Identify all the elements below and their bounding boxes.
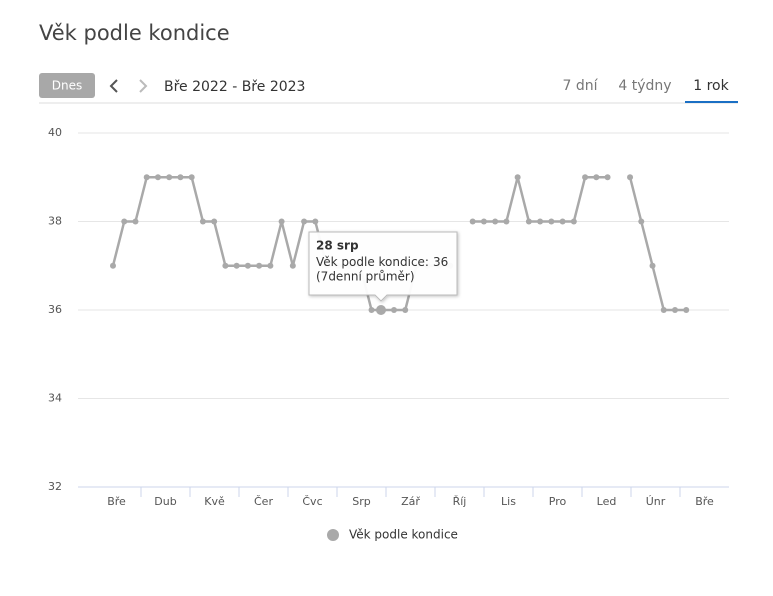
y-tick-label: 34 xyxy=(48,392,62,405)
data-point xyxy=(537,218,544,225)
next-arrow[interactable] xyxy=(139,79,148,93)
x-tick-label: Srp xyxy=(352,495,371,508)
x-tick-label: Říj xyxy=(453,495,467,508)
tab-underline xyxy=(685,101,738,103)
data-point xyxy=(559,218,566,225)
data-point xyxy=(211,218,218,225)
tooltip-box xyxy=(308,231,458,302)
tooltip-line: Věk podle kondice: 36 xyxy=(316,255,448,269)
date-range: Bře 2022 - Bře 2023 xyxy=(164,79,305,95)
x-tick-label: Čer xyxy=(254,495,273,508)
data-point xyxy=(233,262,240,269)
range-tab[interactable]: 4 týdny xyxy=(618,78,671,94)
y-tick-label: 40 xyxy=(48,126,62,139)
data-point xyxy=(301,218,308,225)
y-tick-label: 36 xyxy=(48,303,62,316)
data-point xyxy=(188,174,195,181)
data-point xyxy=(312,218,319,225)
x-tick-label: Dub xyxy=(154,495,176,508)
data-point xyxy=(267,262,274,269)
data-point xyxy=(244,262,251,269)
data-point xyxy=(660,307,667,313)
data-point xyxy=(480,218,487,225)
legend-label[interactable]: Věk podle kondice xyxy=(349,528,458,542)
series-line xyxy=(472,176,608,223)
page-title: Věk podle kondice xyxy=(39,21,230,45)
data-point xyxy=(177,174,184,181)
highlight-point xyxy=(376,305,386,315)
data-point xyxy=(582,174,589,181)
legend-marker xyxy=(327,529,339,541)
data-point xyxy=(110,262,116,269)
x-tick-label: Únr xyxy=(646,495,666,508)
range-tab[interactable]: 7 dní xyxy=(562,78,598,94)
data-point xyxy=(672,307,678,313)
data-point xyxy=(368,307,375,313)
data-point xyxy=(143,174,150,181)
data-point xyxy=(256,262,263,269)
data-point xyxy=(525,218,532,225)
today-label: Dnes xyxy=(52,79,82,93)
x-tick-label: Zář xyxy=(401,495,420,508)
data-point xyxy=(402,307,409,313)
today-button[interactable] xyxy=(39,73,95,98)
data-point xyxy=(570,218,577,225)
data-point xyxy=(627,174,634,181)
y-tick-label: 38 xyxy=(48,215,62,228)
x-tick-label: Lis xyxy=(501,495,516,508)
data-point xyxy=(121,218,128,225)
x-tick-label: Čvc xyxy=(302,495,322,508)
data-point xyxy=(132,218,139,225)
prev-arrow[interactable] xyxy=(109,79,118,93)
data-point xyxy=(683,307,690,313)
data-point xyxy=(604,174,611,181)
data-point xyxy=(548,218,555,225)
data-point xyxy=(492,218,499,225)
data-point xyxy=(391,307,397,313)
data-point xyxy=(289,262,296,269)
data-point xyxy=(154,174,161,181)
x-tick-label: Bře xyxy=(695,495,714,508)
tooltip-value: 36 xyxy=(433,255,448,269)
range-tab[interactable]: 1 rok xyxy=(693,78,729,94)
data-point xyxy=(469,218,476,225)
series-line xyxy=(628,176,687,312)
tooltip-note: (7denní průměr) xyxy=(316,270,415,284)
x-tick-label: Led xyxy=(597,495,617,508)
x-tick-label: Pro xyxy=(549,495,567,508)
data-point xyxy=(199,218,206,225)
x-tick-label: Kvě xyxy=(204,495,225,508)
x-tick-label: Bře xyxy=(107,495,126,508)
data-point xyxy=(649,262,656,269)
data-point xyxy=(514,174,521,181)
data-point xyxy=(222,262,229,269)
tooltip-label: Věk podle kondice: xyxy=(316,255,429,269)
data-point xyxy=(593,174,600,181)
data-point xyxy=(503,218,510,225)
data-point xyxy=(638,218,645,225)
y-tick-label: 32 xyxy=(48,480,62,493)
tooltip-date: 28 srp xyxy=(316,239,359,253)
data-point xyxy=(278,218,285,225)
data-point xyxy=(166,174,173,181)
